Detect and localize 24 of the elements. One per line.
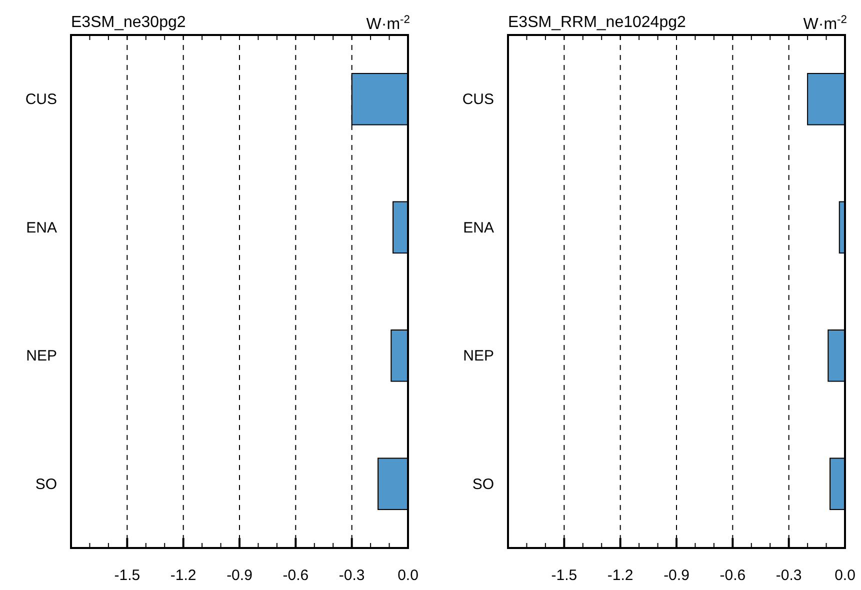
x-tick-label: 0.0: [834, 567, 856, 584]
y-tick-label: CUS: [462, 91, 494, 108]
y-tick-label: ENA: [463, 219, 494, 236]
x-tick-label: -0.3: [776, 567, 802, 584]
x-tick-label: -0.6: [720, 567, 746, 584]
y-tick-label: NEP: [463, 348, 494, 365]
text: W·m$^{-2}$: [803, 14, 847, 33]
chart-title: E3SM_ne30pg2: [71, 14, 186, 31]
x-tick-label: -0.6: [282, 567, 309, 584]
x-tick-label: 0.0: [398, 567, 418, 584]
y-tick-label: SO: [472, 476, 494, 493]
x-tick-label: -1.5: [551, 567, 578, 584]
x-tick-label: -1.2: [170, 567, 196, 584]
y-tick-label: ENA: [26, 219, 57, 236]
x-tick-label: -1.2: [607, 567, 634, 584]
x-tick-label: -1.5: [114, 567, 140, 584]
text: W·m$^{-2}$: [366, 14, 410, 33]
y-tick-label: CUS: [25, 91, 57, 108]
y-tick-label: NEP: [26, 348, 57, 365]
x-tick-label: -0.3: [338, 567, 365, 584]
y-tick-label: SO: [35, 476, 57, 493]
x-tick-label: -0.9: [226, 567, 252, 584]
chart-title: E3SM_RRM_ne1024pg2: [508, 14, 686, 31]
x-tick-label: -0.9: [664, 567, 690, 584]
